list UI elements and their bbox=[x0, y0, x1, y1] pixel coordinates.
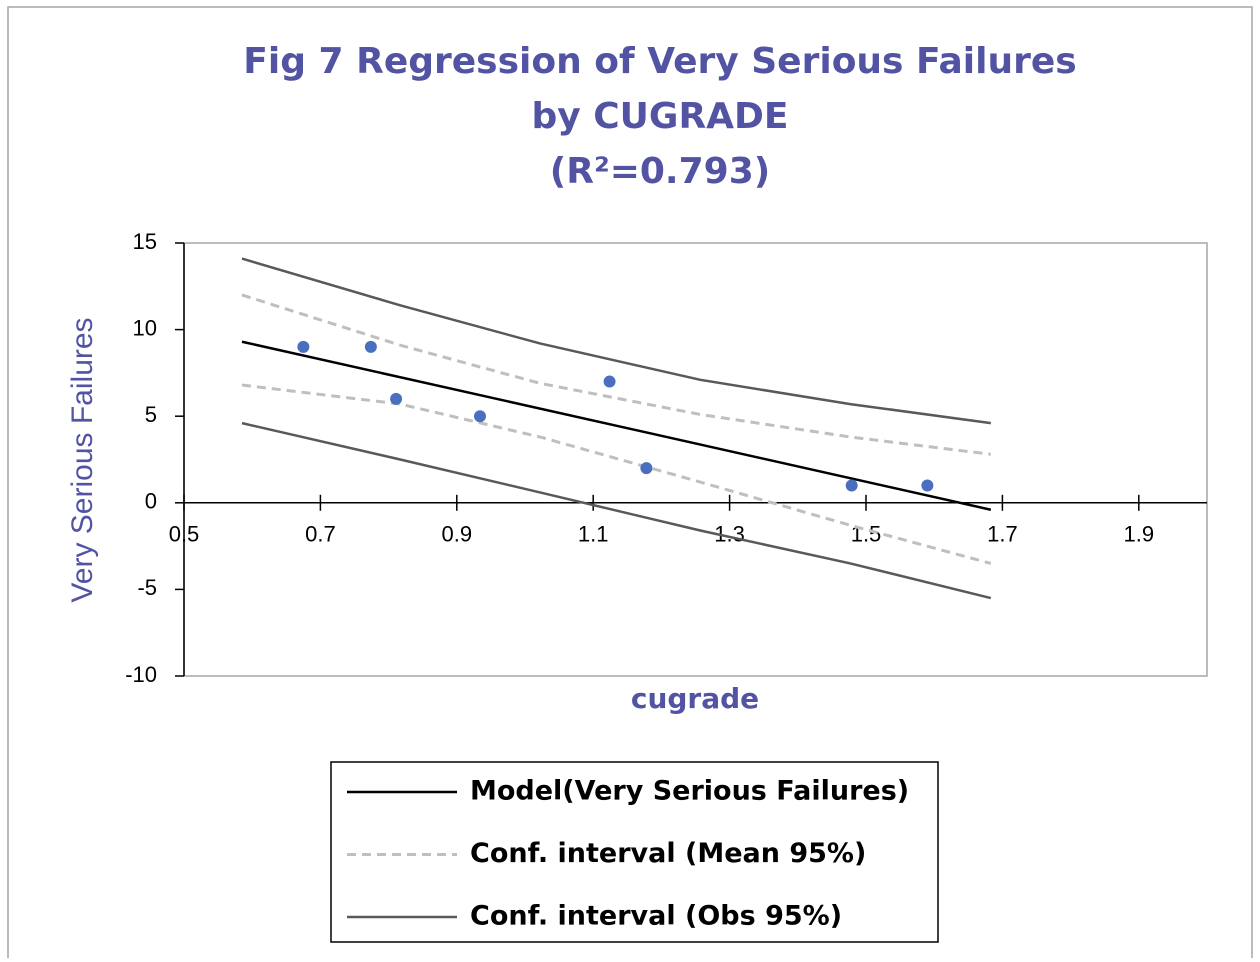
point bbox=[364, 340, 377, 353]
line-lower bbox=[241, 421, 992, 600]
x-tick-label: 1.1 bbox=[578, 522, 609, 547]
y-tick-label: 5 bbox=[145, 402, 157, 427]
legend-label: Model(Very Serious Failures) bbox=[470, 776, 909, 807]
x-tick-label: 1.9 bbox=[1124, 522, 1155, 547]
chart-title: Fig 7 Regression of Very Serious Failure… bbox=[243, 41, 1076, 82]
x-tick-label: 0.7 bbox=[305, 522, 336, 547]
x-tick-label: 0.9 bbox=[442, 522, 473, 547]
point bbox=[473, 410, 486, 423]
chart-title: (R²=0.793) bbox=[550, 151, 770, 192]
x-axis-label: cugrade bbox=[631, 682, 759, 715]
y-tick-label: 0 bbox=[145, 489, 157, 514]
chart-title: by CUGRADE bbox=[531, 96, 788, 137]
point bbox=[921, 479, 934, 492]
line-upper bbox=[241, 257, 991, 425]
x-tick-label: 1.7 bbox=[987, 522, 1018, 547]
chart-border bbox=[7, 6, 1253, 962]
point bbox=[390, 392, 403, 405]
line-upper bbox=[241, 293, 991, 456]
point bbox=[297, 340, 310, 353]
y-tick-label: -5 bbox=[137, 575, 157, 600]
plot-frame bbox=[183, 242, 1208, 677]
y-tick-label: -10 bbox=[125, 662, 157, 687]
y-tick-label: 10 bbox=[133, 315, 157, 340]
point bbox=[640, 462, 653, 475]
x-tick-label: 0.5 bbox=[169, 522, 200, 547]
legend-label: Conf. interval (Obs 95%) bbox=[470, 901, 842, 932]
line-lower bbox=[241, 383, 992, 565]
legend-label: Conf. interval (Mean 95%) bbox=[470, 838, 866, 869]
point bbox=[845, 479, 858, 492]
y-tick-label: 15 bbox=[133, 229, 157, 254]
line-values bbox=[241, 340, 992, 511]
point bbox=[603, 375, 616, 388]
y-axis-label: Very Serious Failures bbox=[66, 317, 99, 602]
